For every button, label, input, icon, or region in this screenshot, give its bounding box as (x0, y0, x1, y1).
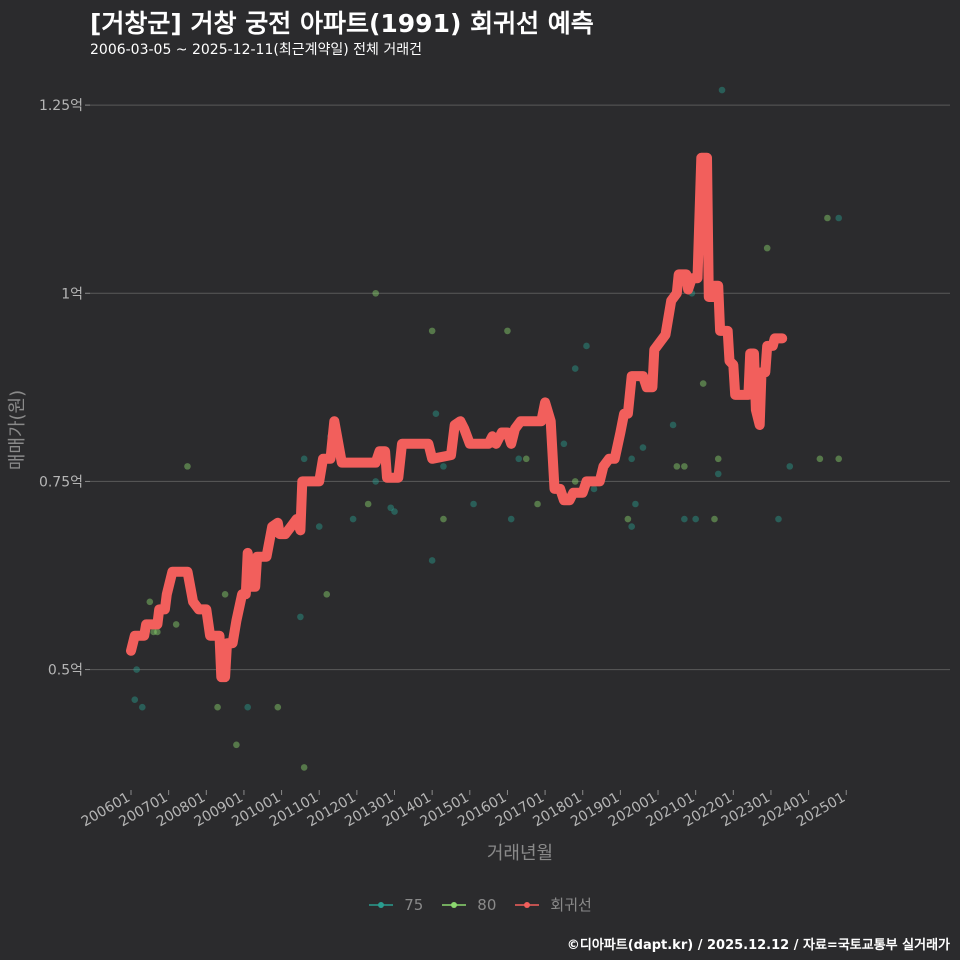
scatter-point-75 (470, 500, 477, 508)
y-tick-label: 0.75억 (39, 474, 83, 490)
scatter-point-80 (522, 455, 530, 463)
scatter-point-75 (835, 214, 843, 222)
scatter-point-80 (534, 500, 541, 508)
scatter-point-80 (428, 327, 436, 335)
scatter-point-80 (184, 463, 191, 470)
scatter-point-75 (440, 463, 447, 470)
y-axis: 0.5억 0.75억 1억 1.25억 (39, 98, 90, 679)
x-axis: 2006012007012008012009012010012011012012… (79, 790, 849, 831)
source-caption: ©디아파트(dapt.kr) / 2025.12.12 / 자료=국토교통부 실… (566, 938, 950, 953)
y-tick-label: 0.5억 (48, 663, 83, 679)
scatter-point-75 (628, 455, 635, 463)
scatter-point-75 (639, 444, 647, 451)
legend-key-80-icon (442, 901, 467, 908)
x-axis-label: 거래년월 (487, 843, 553, 864)
legend-label-80: 80 (477, 895, 497, 914)
scatter-point-80 (154, 628, 161, 636)
scatter-point-80 (711, 515, 718, 523)
scatter-point-75 (714, 470, 722, 478)
scatter-point-75 (669, 421, 677, 429)
legend-item-regression: 회귀선 (514, 894, 592, 915)
scatter-point-80 (150, 628, 157, 636)
regression-line-layer (126, 152, 788, 683)
scatter-point-75 (692, 515, 699, 523)
scatter-point-80 (624, 515, 632, 523)
scatter-point-75 (391, 508, 398, 515)
scatter-point-80 (763, 244, 771, 252)
scatter-point-80 (221, 591, 229, 598)
scatter-point-80 (835, 455, 843, 463)
scatter-point-80 (172, 621, 180, 628)
scatter-point-75 (632, 500, 639, 508)
scatter-point-75 (244, 703, 251, 711)
scatter-point-75 (583, 342, 590, 350)
y-axis-label: 매매가(원) (7, 390, 28, 470)
scatter-point-80 (364, 500, 372, 508)
scatter-point-75 (507, 515, 515, 523)
scatter-point-80 (816, 455, 824, 463)
y-tick-label: 1억 (61, 286, 83, 302)
scatter-point-75 (387, 504, 395, 512)
scatter-point-80 (714, 455, 722, 463)
scatter-point-80 (274, 703, 282, 711)
scatter-point-80 (372, 289, 379, 297)
scatter-point-80 (504, 327, 511, 335)
legend: 75 80 회귀선 (0, 894, 960, 915)
regression-line (126, 152, 788, 683)
scatter-point-75 (718, 86, 726, 94)
scatter-point-80 (571, 478, 579, 485)
scatter-point-80 (699, 380, 707, 387)
chart-title: [거창군] 거창 궁전 아파트(1991) 회귀선 예측 (90, 9, 594, 38)
scatter-point-75 (775, 515, 782, 523)
scatter-point-75 (560, 440, 568, 448)
scatter-point-80 (214, 703, 221, 711)
scatter-point-75 (515, 455, 523, 463)
scatter-point-75 (571, 365, 579, 372)
legend-label-regression: 회귀선 (550, 896, 592, 914)
scatter-point-75 (590, 485, 598, 493)
scatter-point-80 (673, 463, 681, 470)
scatter-point-75 (681, 515, 688, 523)
scatter-point-75 (428, 557, 436, 564)
scatter-point-75 (628, 523, 635, 530)
scatter-point-75 (300, 455, 308, 463)
scatter-point-75 (372, 478, 379, 485)
scatter-point-80 (300, 764, 308, 771)
scatter-point-75 (297, 613, 304, 621)
scatter-point-80 (440, 515, 447, 523)
gridlines (90, 104, 950, 671)
scatter-point-75 (786, 463, 794, 470)
chart-subtitle: 2006-03-05 ~ 2025-12-11(최근계약일) 전체 거래건 (90, 42, 422, 58)
scatter-point-75 (138, 703, 146, 711)
legend-label-75: 75 (404, 895, 424, 914)
legend-key-regression-icon (515, 901, 540, 908)
y-tick-label: 1.25억 (39, 98, 83, 114)
scatter-point-80 (233, 741, 240, 749)
scatter-point-80 (824, 214, 831, 222)
scatter-point-75 (131, 696, 139, 703)
legend-item-80: 80 (441, 896, 496, 914)
scatter-point-80 (146, 598, 154, 606)
scatter-point-75 (349, 515, 357, 523)
scatter-point-75 (432, 410, 440, 417)
legend-item-75: 75 (368, 896, 423, 914)
scatter-point-80 (681, 463, 688, 470)
scatter-point-75 (315, 523, 323, 530)
scatter-point-75 (133, 666, 140, 673)
scatter-points (131, 86, 843, 771)
legend-key-75-icon (369, 901, 394, 908)
scatter-point-80 (323, 591, 331, 598)
